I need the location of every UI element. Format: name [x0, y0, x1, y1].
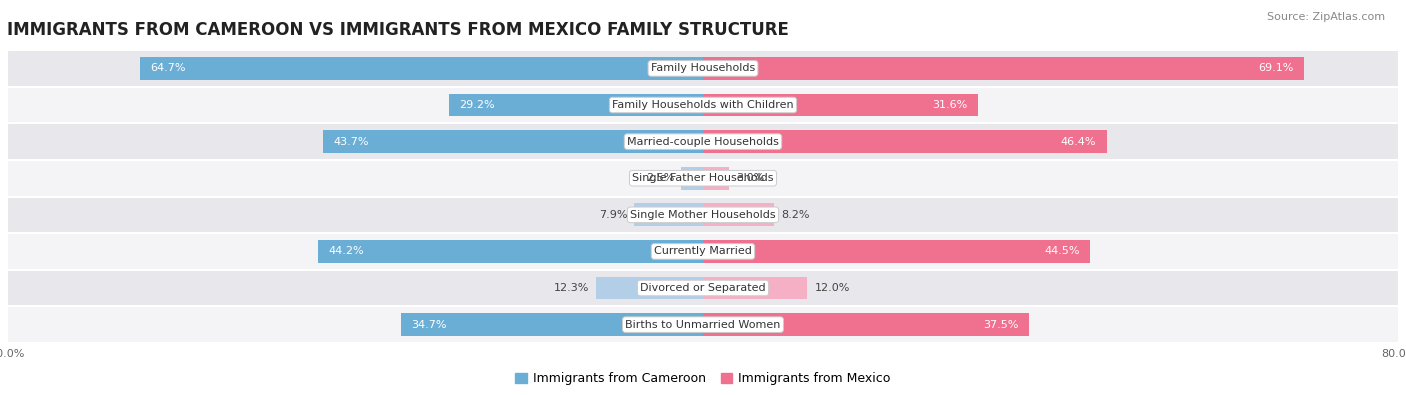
Bar: [319, 240, 703, 263]
Text: Single Father Households: Single Father Households: [633, 173, 773, 183]
Text: 43.7%: 43.7%: [333, 137, 368, 147]
FancyBboxPatch shape: [7, 196, 1399, 233]
Bar: [703, 203, 775, 226]
Text: 12.3%: 12.3%: [554, 283, 589, 293]
Legend: Immigrants from Cameroon, Immigrants from Mexico: Immigrants from Cameroon, Immigrants fro…: [510, 367, 896, 390]
Bar: [141, 57, 703, 80]
Text: 44.5%: 44.5%: [1045, 246, 1080, 256]
FancyBboxPatch shape: [7, 233, 1399, 270]
Text: 29.2%: 29.2%: [460, 100, 495, 110]
Text: 44.2%: 44.2%: [329, 246, 364, 256]
Bar: [703, 167, 730, 190]
FancyBboxPatch shape: [7, 87, 1399, 123]
Text: IMMIGRANTS FROM CAMEROON VS IMMIGRANTS FROM MEXICO FAMILY STRUCTURE: IMMIGRANTS FROM CAMEROON VS IMMIGRANTS F…: [7, 21, 789, 40]
Bar: [634, 203, 703, 226]
Text: 2.5%: 2.5%: [645, 173, 675, 183]
Bar: [323, 130, 703, 153]
Text: 69.1%: 69.1%: [1258, 64, 1294, 73]
Text: Source: ZipAtlas.com: Source: ZipAtlas.com: [1267, 12, 1385, 22]
FancyBboxPatch shape: [7, 123, 1399, 160]
FancyBboxPatch shape: [7, 50, 1399, 87]
Text: 7.9%: 7.9%: [599, 210, 627, 220]
FancyBboxPatch shape: [7, 270, 1399, 306]
Bar: [449, 94, 703, 117]
Text: 8.2%: 8.2%: [782, 210, 810, 220]
Text: Family Households: Family Households: [651, 64, 755, 73]
Text: Divorced or Separated: Divorced or Separated: [640, 283, 766, 293]
Text: Single Mother Households: Single Mother Households: [630, 210, 776, 220]
Bar: [401, 313, 703, 336]
Bar: [703, 57, 1305, 80]
Bar: [682, 167, 703, 190]
Bar: [703, 94, 979, 117]
Text: 34.7%: 34.7%: [412, 320, 447, 329]
Bar: [703, 276, 807, 299]
Bar: [703, 313, 1029, 336]
Text: Family Households with Children: Family Households with Children: [612, 100, 794, 110]
Text: 12.0%: 12.0%: [814, 283, 849, 293]
Bar: [703, 240, 1090, 263]
Text: 37.5%: 37.5%: [983, 320, 1019, 329]
Text: Married-couple Households: Married-couple Households: [627, 137, 779, 147]
Text: Births to Unmarried Women: Births to Unmarried Women: [626, 320, 780, 329]
Bar: [596, 276, 703, 299]
Bar: [703, 130, 1107, 153]
Text: 64.7%: 64.7%: [150, 64, 186, 73]
FancyBboxPatch shape: [7, 306, 1399, 343]
Text: 31.6%: 31.6%: [932, 100, 967, 110]
Text: Currently Married: Currently Married: [654, 246, 752, 256]
Text: 3.0%: 3.0%: [737, 173, 765, 183]
Text: 46.4%: 46.4%: [1060, 137, 1097, 147]
FancyBboxPatch shape: [7, 160, 1399, 196]
